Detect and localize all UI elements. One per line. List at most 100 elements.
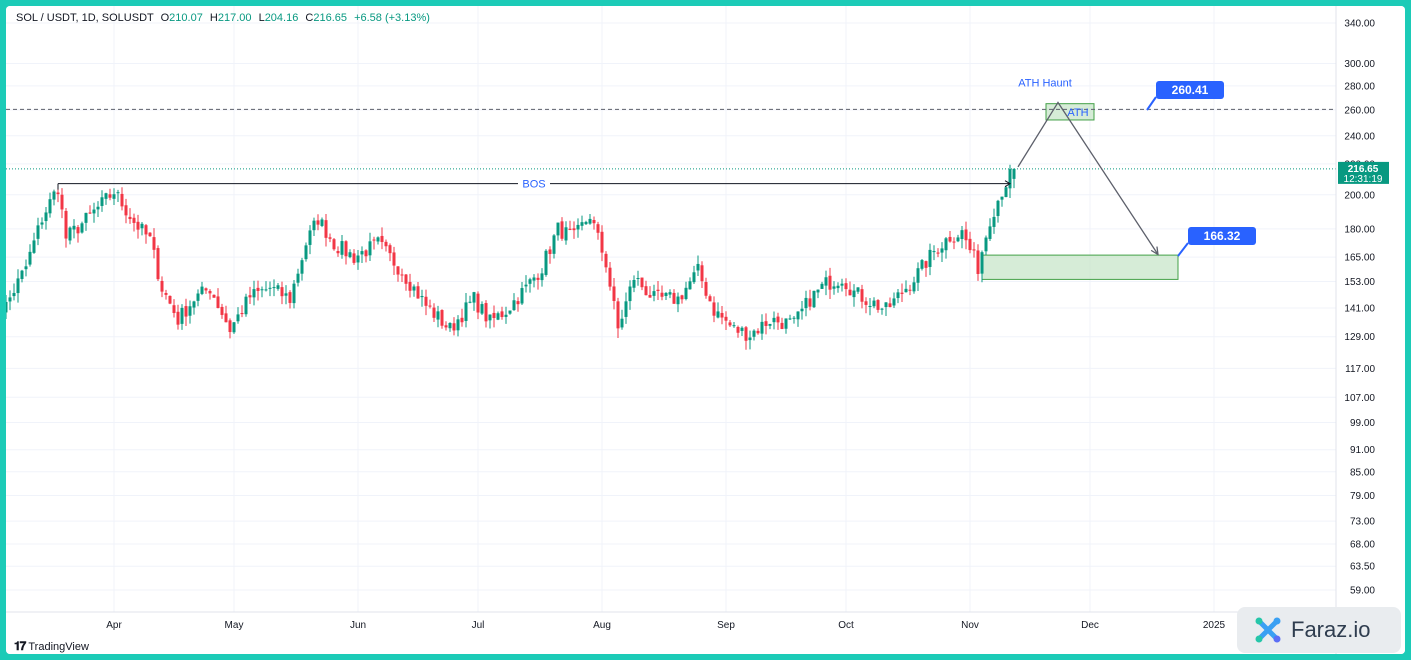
y-tick-label: 91.00: [1350, 445, 1375, 456]
candle-body: [96, 206, 100, 210]
candle-body: [988, 226, 992, 239]
candle: [832, 281, 836, 295]
candle: [76, 225, 80, 243]
bos-arrowhead: [1004, 180, 1011, 188]
candle: [408, 273, 412, 298]
target-low-tag: 166.32: [1177, 227, 1256, 257]
candle: [660, 285, 664, 301]
candle: [64, 207, 68, 248]
tradingview-logo[interactable]: 𝟏𝟕 TradingView: [14, 639, 89, 654]
candle-body: [776, 316, 780, 323]
candle: [192, 300, 196, 315]
candle-body: [824, 277, 828, 286]
candle-body: [1012, 168, 1016, 179]
price-chart[interactable]: BOS ATH ATH Haunt 260.41 166.32 340.00 300.00…: [6, 6, 1405, 654]
last-price-value: 216.65: [1348, 164, 1379, 175]
high-value: 217.00: [217, 12, 252, 24]
candle: [296, 268, 300, 287]
candle-body: [276, 285, 280, 289]
candle-body: [948, 236, 952, 242]
candle-body: [108, 194, 112, 198]
x-tick-label: Dec: [1081, 620, 1099, 631]
candle: [652, 284, 656, 302]
candle: [84, 212, 88, 231]
candle-body: [604, 253, 608, 268]
candle: [648, 286, 652, 298]
candle-body: [724, 316, 728, 321]
candle: [364, 249, 368, 263]
candle: [964, 221, 968, 250]
candle: [480, 301, 484, 315]
candle: [772, 311, 776, 330]
candle: [592, 216, 596, 230]
candle: [844, 278, 848, 297]
symbol-header: SOL / USDT, 1D, SOLUSDT O210.07 H217.00 …: [16, 12, 430, 24]
candle: [872, 297, 876, 309]
y-tick-label: 79.00: [1350, 491, 1375, 502]
annotation-lines: BOS ATH ATH Haunt 260.41 166.32: [6, 78, 1336, 257]
candle: [624, 292, 628, 324]
candle-body: [880, 308, 884, 310]
candle-body: [528, 279, 532, 284]
candle: [560, 217, 564, 241]
x-tick-label: Sep: [717, 620, 735, 631]
x-tick-label: Jul: [472, 620, 485, 631]
candle-body: [648, 294, 652, 298]
candle-body: [692, 272, 696, 283]
candle-body: [684, 287, 688, 300]
candle-body: [984, 237, 988, 252]
candle-body: [740, 327, 744, 331]
low-value: 204.16: [264, 12, 299, 24]
candle-body: [6, 301, 8, 313]
candle-body: [664, 292, 668, 296]
candle-body: [200, 286, 204, 294]
candle: [808, 289, 812, 311]
candle-body: [248, 295, 252, 298]
candle-body: [544, 250, 548, 275]
candle-body: [652, 291, 656, 296]
candle-body: [316, 220, 320, 225]
candle-body: [936, 252, 940, 254]
candle-body: [116, 192, 120, 194]
candle: [6, 295, 8, 319]
candle: [976, 244, 980, 281]
y-tick-label: 63.50: [1350, 562, 1375, 573]
candle: [536, 273, 540, 290]
candle-body: [524, 284, 528, 287]
candle-body: [352, 253, 356, 263]
candle: [16, 269, 20, 303]
candle: [28, 244, 32, 267]
candle: [764, 313, 768, 335]
candle: [52, 189, 56, 206]
candle-body: [600, 231, 604, 253]
candle: [528, 277, 532, 293]
candle-body: [908, 289, 912, 291]
x-tick-label: Oct: [838, 620, 854, 631]
candle-body: [444, 325, 448, 328]
candle: [116, 189, 120, 202]
candle-body: [772, 317, 776, 323]
candle-body: [716, 311, 720, 318]
candle-body: [296, 273, 300, 283]
candle: [824, 270, 828, 296]
candle: [920, 258, 924, 271]
candle-body: [344, 241, 348, 257]
candle: [1004, 185, 1008, 198]
candle: [336, 246, 340, 257]
candle-body: [700, 265, 704, 282]
candle-body: [432, 307, 436, 318]
y-tick-label: 141.00: [1344, 303, 1375, 314]
candle-body: [616, 301, 620, 329]
candle: [360, 246, 364, 263]
candle-body: [552, 235, 556, 254]
candle-body: [368, 241, 372, 256]
candle: [8, 290, 12, 311]
candle: [804, 290, 808, 317]
candle: [948, 230, 952, 243]
candle: [508, 310, 512, 315]
faraz-badge[interactable]: Faraz.io: [1237, 607, 1401, 653]
candle-body: [768, 323, 772, 326]
candle-body: [928, 249, 932, 267]
candle-body: [644, 286, 648, 296]
candle: [896, 288, 900, 304]
